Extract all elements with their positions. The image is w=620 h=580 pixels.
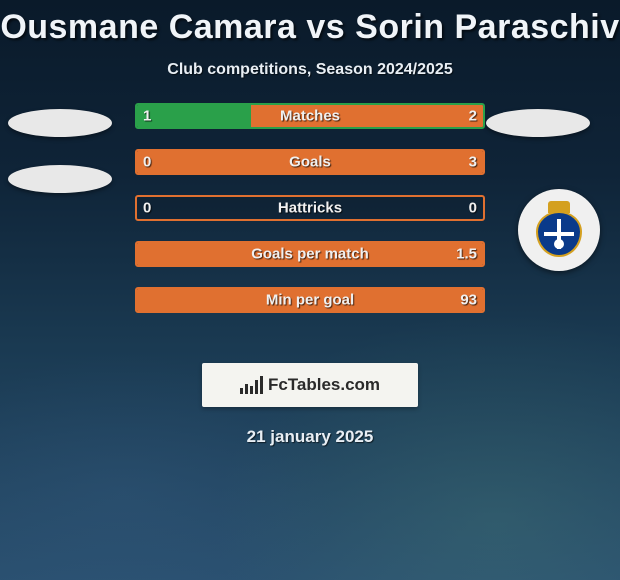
stat-row: Goals per match1.5 — [135, 241, 485, 267]
shield-icon — [536, 211, 582, 257]
chart-icon — [240, 376, 262, 394]
subtitle: Club competitions, Season 2024/2025 — [0, 61, 620, 79]
brand-text: FcTables.com — [268, 375, 380, 395]
stat-row: Min per goal93 — [135, 287, 485, 313]
stat-row: Hattricks00 — [135, 195, 485, 221]
bar-track — [135, 241, 485, 267]
oval-icon — [8, 165, 112, 193]
stat-row: Matches12 — [135, 103, 485, 129]
bars-container: Matches12 Goals03 Hattricks00 Goals per mat… — [135, 103, 485, 333]
bar-fill-right — [137, 243, 483, 265]
bar-track — [135, 149, 485, 175]
date-text: 21 january 2025 — [0, 427, 620, 447]
stat-row: Goals03 — [135, 149, 485, 175]
bar-fill-right — [137, 151, 483, 173]
content-wrapper: Ousmane Camara vs Sorin Paraschiv Club c… — [0, 0, 620, 447]
bar-track — [135, 195, 485, 221]
bar-fill-left — [137, 105, 251, 127]
bar-fill-right — [137, 289, 483, 311]
bar-track — [135, 103, 485, 129]
comparison-chart: Matches12Goals03Hattricks00Goals per mat… — [0, 115, 620, 345]
player-right-placeholder-top — [486, 109, 590, 137]
club-badge — [518, 189, 600, 271]
bar-fill-right — [251, 105, 483, 127]
page-title: Ousmane Camara vs Sorin Paraschiv — [0, 8, 620, 47]
oval-icon — [8, 109, 112, 137]
bar-track — [135, 287, 485, 313]
brand-box: FcTables.com — [202, 363, 418, 407]
player-left-placeholder — [8, 109, 112, 193]
